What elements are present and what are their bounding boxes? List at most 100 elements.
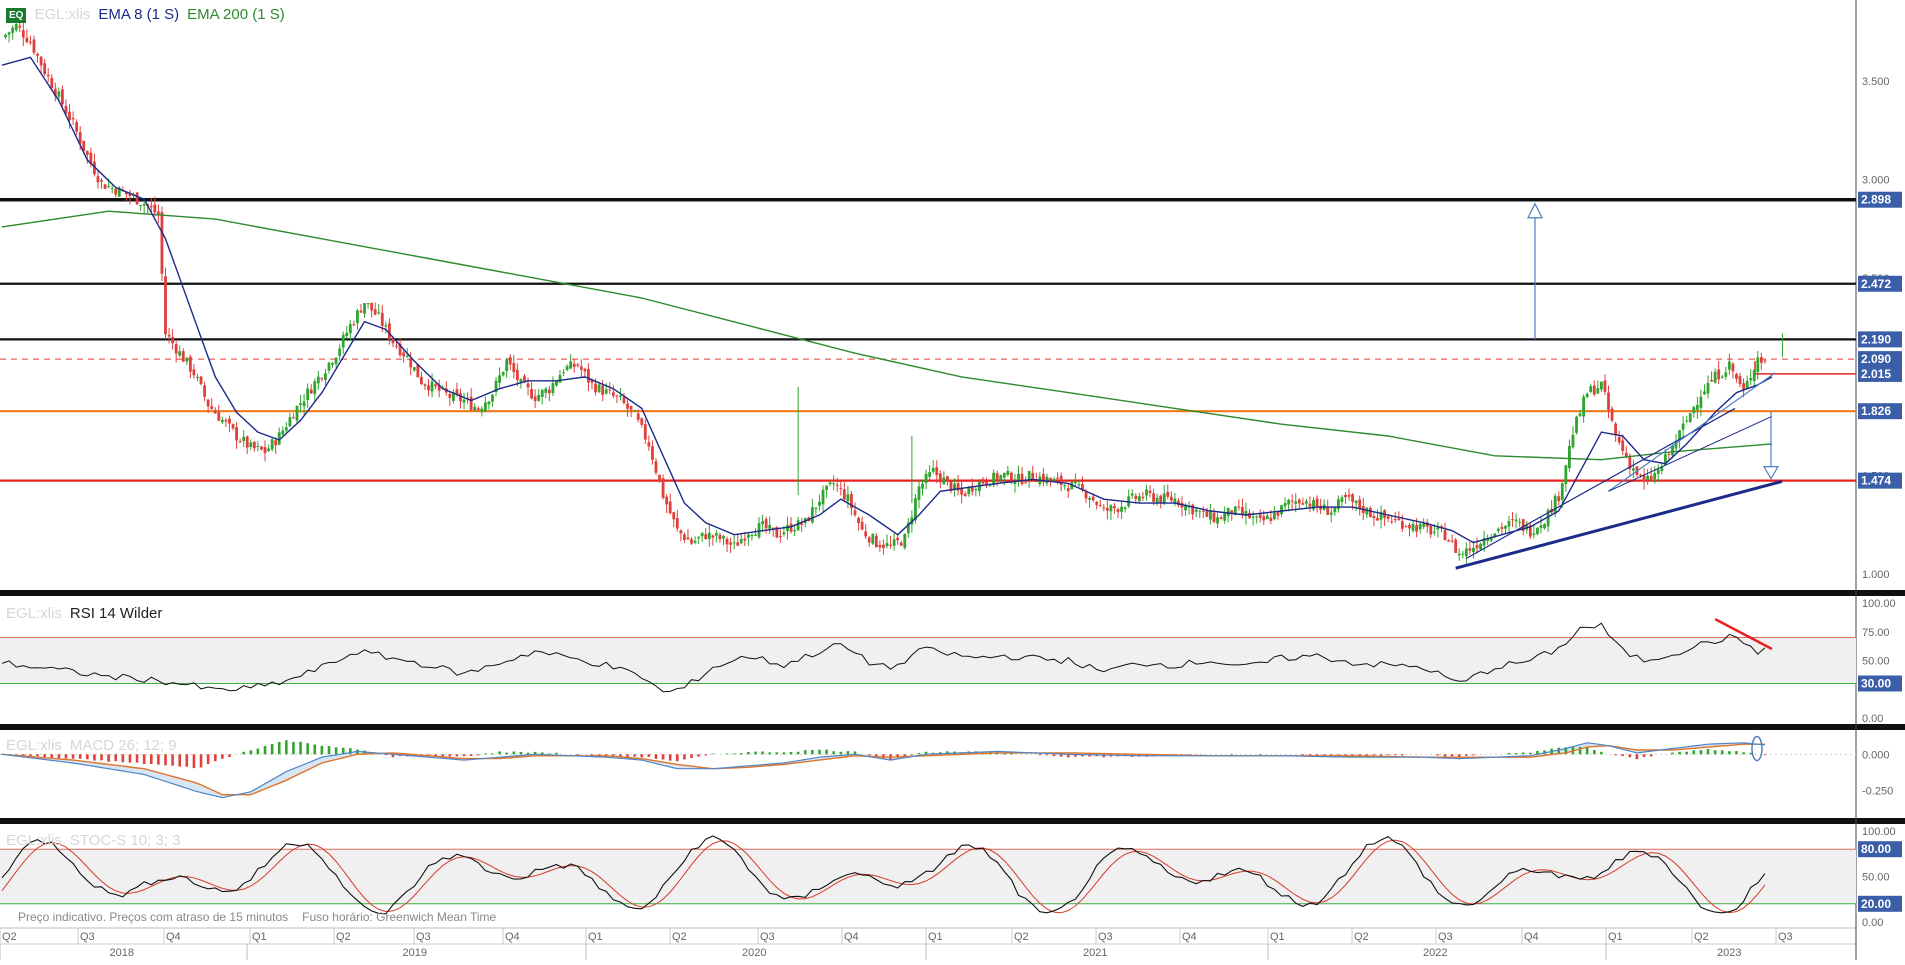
candle-body — [206, 399, 210, 407]
candle-body — [1663, 454, 1667, 465]
quarter-label: Q2 — [1694, 931, 1709, 943]
macd-histogram-bar — [1678, 751, 1681, 755]
macd-histogram-bar — [185, 754, 189, 767]
candle-body — [491, 394, 494, 402]
candle-body — [231, 424, 235, 429]
candle-body — [309, 389, 313, 394]
candle-body — [320, 378, 324, 380]
macd-histogram-bar — [576, 754, 580, 756]
candle-body — [608, 389, 612, 391]
macd-histogram-bar — [263, 745, 267, 755]
candle-body — [906, 522, 910, 534]
macd-histogram-bar — [384, 754, 388, 756]
trendline-steep-2[interactable] — [1608, 372, 1776, 492]
candle-body — [771, 527, 775, 529]
rsi-tick-label: 100.00 — [1862, 598, 1896, 610]
candle-body — [1656, 469, 1660, 474]
stoch-label: STOC-S 10; 3; 3 — [69, 832, 181, 849]
candle-body — [1226, 507, 1230, 516]
candle-body — [1351, 494, 1355, 502]
candle-body — [391, 338, 395, 344]
candle-body — [789, 523, 793, 532]
candle-body — [39, 56, 43, 66]
quarter-label: Q3 — [1098, 931, 1113, 943]
macd-histogram-bar — [29, 754, 32, 757]
candle-body — [437, 384, 441, 391]
candle-body — [1763, 360, 1767, 362]
candle-body — [533, 396, 537, 402]
candle-body — [380, 312, 384, 326]
candle-body — [938, 473, 942, 483]
macd-histogram-bar — [285, 740, 288, 755]
trendline-steep[interactable] — [1466, 407, 1736, 559]
quarter-label: Q4 — [844, 931, 859, 943]
macd-histogram-bar — [142, 754, 146, 765]
candle-body — [1105, 507, 1109, 511]
macd-histogram-bar — [1472, 754, 1475, 756]
candle-body — [523, 376, 526, 383]
year-label: 2021 — [1083, 947, 1107, 959]
macd-histogram-bar — [14, 754, 18, 755]
macd-histogram-bar — [1529, 752, 1532, 755]
macd-histogram-bar — [1507, 752, 1511, 755]
rsi-divergence-trendline[interactable] — [1714, 617, 1773, 651]
macd-histogram-bar — [448, 754, 452, 757]
macd-histogram-bar — [149, 754, 153, 765]
candle-body — [302, 401, 306, 407]
macd-highlight-circle[interactable] — [1751, 735, 1763, 762]
candle-body — [686, 537, 690, 540]
level-badge-1.474 — [1858, 472, 1902, 489]
macd-histogram-bar — [306, 743, 309, 755]
candle-body — [1368, 508, 1372, 517]
candle-body — [1173, 498, 1177, 504]
candle-body — [519, 379, 523, 383]
candle-body — [1738, 376, 1742, 384]
candle-body — [1145, 489, 1148, 496]
macd-histogram-bar — [1258, 754, 1262, 755]
candle-body — [1198, 511, 1202, 513]
stoch-band — [0, 849, 1856, 904]
candle-body — [757, 523, 761, 538]
rsi-badge-text: 30.00 — [1861, 677, 1891, 691]
macd-line — [1, 742, 1765, 799]
candle-body — [668, 501, 672, 514]
macd-symbol-label: EGL:xlis — [6, 737, 62, 754]
candle-body — [1002, 472, 1006, 478]
macd-histogram-bar — [334, 747, 338, 755]
macd-histogram-bar — [661, 754, 665, 760]
year-label: 2018 — [110, 947, 134, 959]
candle-body — [629, 406, 633, 410]
quarter-label: Q4 — [166, 931, 181, 943]
macd-histogram-bar — [782, 752, 786, 755]
candle-body — [1233, 506, 1237, 515]
candle-body — [1571, 434, 1575, 448]
projection-line[interactable] — [1608, 415, 1773, 492]
macd-histogram-bar — [640, 754, 644, 758]
macd-histogram-bar — [1514, 753, 1518, 755]
candle-body — [1184, 504, 1187, 511]
candle-body — [1344, 494, 1347, 498]
candle-body — [1201, 510, 1205, 512]
macd-histogram-bar — [320, 745, 324, 755]
macd-histogram-bar — [1536, 750, 1539, 755]
macd-histogram-bar — [1066, 754, 1070, 758]
candle-body — [71, 118, 75, 120]
macd-histogram-bar — [725, 753, 729, 755]
trendline-long-support[interactable] — [1455, 479, 1783, 570]
macd-label: MACD 26; 12; 9 — [69, 737, 177, 754]
candle-body — [1273, 513, 1276, 520]
candle-body — [288, 417, 292, 427]
candle-body — [1536, 527, 1539, 534]
macd-histogram-bar — [441, 754, 445, 757]
candle-body — [800, 523, 804, 525]
macd-histogram-bar — [391, 754, 395, 758]
candle-body — [622, 396, 626, 404]
panel-separator-2 — [0, 724, 1905, 730]
panel-separator-1 — [0, 590, 1905, 596]
candle-body — [32, 39, 36, 53]
rsi-symbol-label: EGL:xlis — [6, 605, 62, 622]
candle-body — [697, 536, 701, 539]
candle-body — [1742, 383, 1745, 391]
candle-body — [277, 432, 281, 445]
candle-body — [1379, 511, 1383, 520]
